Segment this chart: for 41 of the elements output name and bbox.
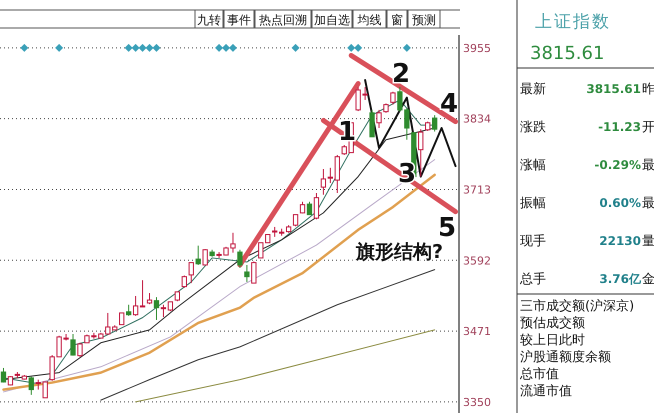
annotation: 5 xyxy=(438,213,456,243)
text: 三市成交额(沪深京) xyxy=(520,298,634,314)
text: 0.60% xyxy=(599,196,641,210)
annotation: 3 xyxy=(398,159,416,189)
text: 较上日此时 xyxy=(520,333,585,348)
y-tick-label: 3592 xyxy=(463,254,491,268)
text: 22130 xyxy=(599,234,641,248)
text: 振幅 xyxy=(520,196,546,211)
text: 窗 xyxy=(391,13,403,27)
y-tick-label: 3713 xyxy=(463,183,491,196)
text: 九转 xyxy=(197,13,221,27)
text: 沪股通额度余额 xyxy=(520,349,611,365)
text: 预测 xyxy=(412,13,436,27)
y-tick-label: 3834 xyxy=(463,112,491,126)
text: 事件 xyxy=(227,13,251,27)
line-series xyxy=(100,269,436,401)
y-tick-label: 3955 xyxy=(463,42,491,55)
text: 预估成交额 xyxy=(520,315,585,331)
annotation: 2 xyxy=(392,59,410,89)
candlestick xyxy=(320,168,326,196)
text: -0.29% xyxy=(594,158,641,172)
text: 现手 xyxy=(520,234,546,249)
text: 热点回溯 xyxy=(259,13,307,27)
text: 均线 xyxy=(356,13,382,27)
annotation: 旗形结构? xyxy=(355,241,444,263)
text: 最新 xyxy=(520,82,546,97)
text: 涨幅 xyxy=(520,158,546,173)
y-tick-label: 3471 xyxy=(463,325,491,338)
text: 总手 xyxy=(519,272,546,287)
annotation: 4 xyxy=(440,89,458,119)
text: 涨跌 xyxy=(520,120,546,135)
text: 3815.61 xyxy=(586,82,641,96)
text: 上证指数 xyxy=(535,12,611,32)
y-tick-label: 3350 xyxy=(463,396,491,409)
text: -11.23 xyxy=(598,120,641,134)
text: 加自选 xyxy=(314,13,350,27)
text: 总市值 xyxy=(519,367,559,382)
text: 3.76亿 xyxy=(599,272,642,286)
text: 流通市值 xyxy=(520,383,572,399)
text: 3815.61 xyxy=(530,43,604,64)
candlestick xyxy=(244,264,250,282)
